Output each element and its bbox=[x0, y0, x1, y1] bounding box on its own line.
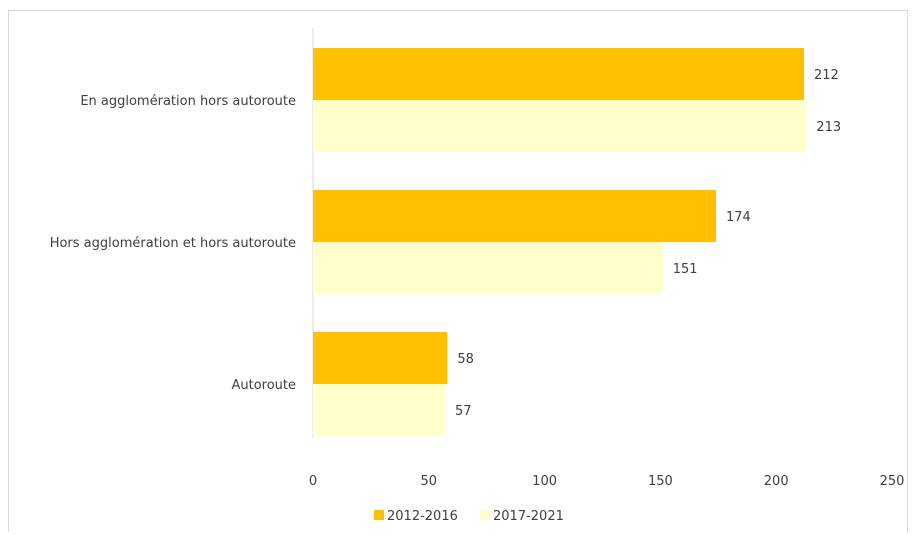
legend: 2012-2016 2017-2021 bbox=[374, 509, 564, 524]
data-label: 57 bbox=[455, 404, 472, 419]
x-tick-label: 200 bbox=[764, 474, 789, 489]
legend-swatch bbox=[480, 510, 490, 520]
bar-2012-2016-1 bbox=[313, 48, 804, 100]
x-tick-label: 150 bbox=[648, 474, 673, 489]
legend-label: 2012-2016 bbox=[387, 509, 458, 524]
category-label: En agglomération hors autoroute bbox=[80, 94, 296, 109]
bar-2012-2016-3 bbox=[313, 332, 448, 384]
bar-2017-2021-3 bbox=[313, 384, 446, 436]
data-label: 151 bbox=[673, 262, 698, 277]
x-tick-label: 250 bbox=[880, 474, 905, 489]
x-axis-ticks: 0 50 100 150 200 250 bbox=[309, 474, 905, 489]
x-tick-label: 50 bbox=[421, 474, 438, 489]
data-label: 212 bbox=[814, 68, 839, 83]
bar-2017-2021-2 bbox=[313, 242, 663, 294]
bar-2017-2021-1 bbox=[313, 100, 807, 152]
data-label: 174 bbox=[726, 210, 751, 225]
x-tick-label: 0 bbox=[309, 474, 317, 489]
x-tick-label: 100 bbox=[532, 474, 557, 489]
category-label: Autoroute bbox=[231, 378, 296, 393]
data-label: 213 bbox=[816, 120, 841, 135]
bars-group: 212 213 174 151 58 57 bbox=[313, 48, 841, 436]
category-label: Hors agglomération et hors autoroute bbox=[50, 236, 296, 251]
data-label: 58 bbox=[457, 352, 474, 367]
chart-frame bbox=[8, 10, 908, 532]
legend-label: 2017-2021 bbox=[493, 509, 564, 524]
legend-swatch bbox=[374, 510, 384, 520]
bar-2012-2016-2 bbox=[313, 190, 716, 242]
category-labels: En agglomération hors autoroute Hors aggl… bbox=[50, 94, 296, 393]
